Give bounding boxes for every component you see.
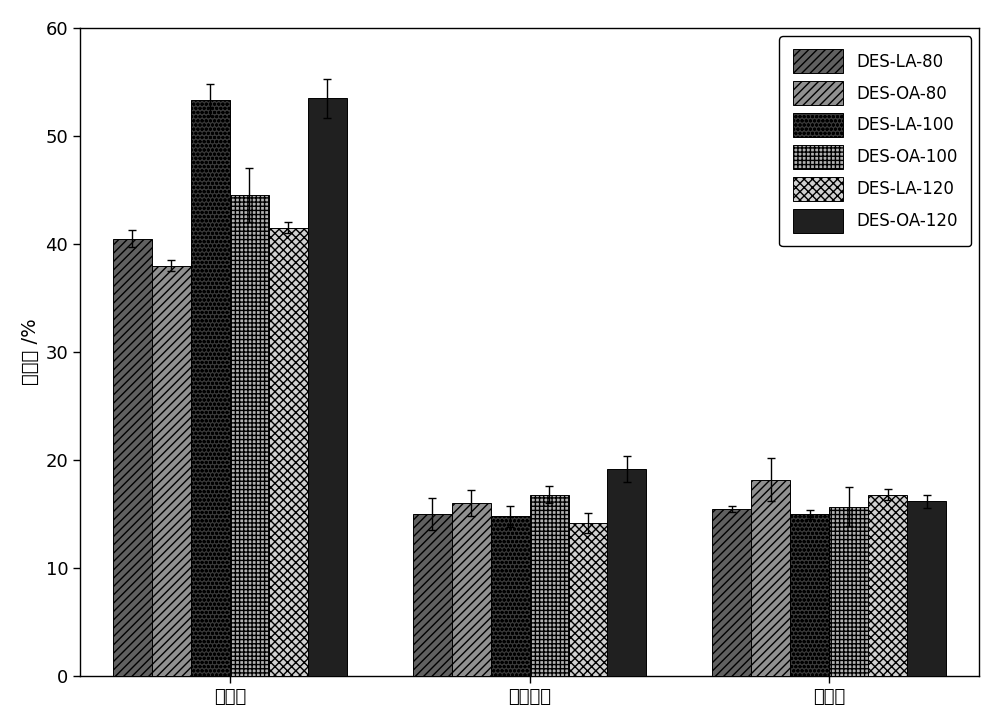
Bar: [751, 480, 790, 676]
Bar: [868, 495, 907, 676]
Bar: [607, 469, 646, 676]
Bar: [452, 503, 491, 676]
Bar: [308, 98, 347, 676]
Bar: [790, 514, 829, 676]
Bar: [491, 516, 530, 676]
Bar: [191, 100, 230, 676]
Bar: [907, 501, 946, 676]
Bar: [530, 495, 569, 676]
Bar: [569, 523, 607, 676]
Bar: [413, 514, 452, 676]
Bar: [230, 196, 269, 676]
Bar: [113, 238, 152, 676]
Y-axis label: 百分比 /%: 百分比 /%: [21, 318, 40, 385]
Legend: DES-LA-80, DES-OA-80, DES-LA-100, DES-OA-100, DES-LA-120, DES-OA-120: DES-LA-80, DES-OA-80, DES-LA-100, DES-OA…: [779, 36, 971, 246]
Bar: [829, 507, 868, 676]
Bar: [269, 228, 308, 676]
Bar: [152, 265, 191, 676]
Bar: [712, 509, 751, 676]
